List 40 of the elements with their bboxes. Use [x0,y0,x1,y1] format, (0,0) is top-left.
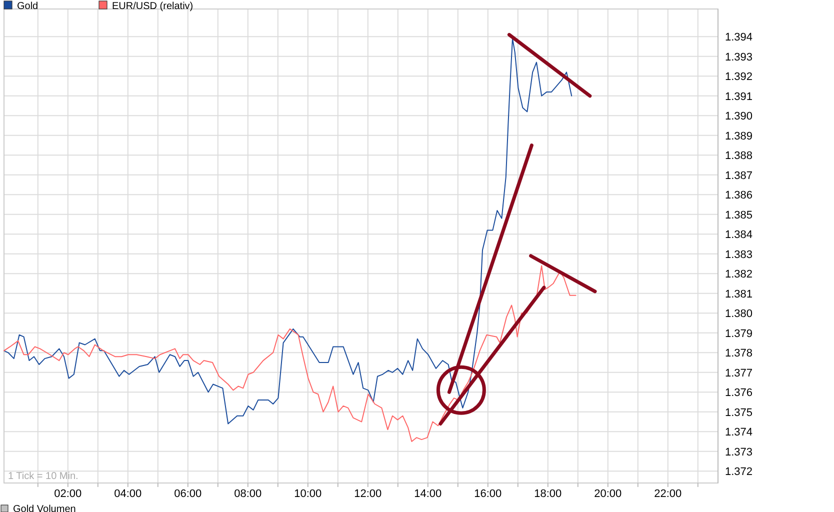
y-tick-label: 1.385 [725,209,753,222]
line-series [4,38,572,424]
x-tick-label: 08:00 [234,488,262,500]
x-tick-label: 20:00 [594,488,622,500]
y-tick-label: 1.374 [725,426,753,439]
y-tick-label: 1.377 [725,367,753,380]
x-tick-label: 14:00 [414,488,442,500]
y-tick-label: 1.388 [725,150,753,162]
annotation: 1 Tick = 10 Min. [8,471,78,482]
y-tick-label: 1.384 [725,229,753,242]
y-tick-label: 1.393 [725,51,753,64]
y-tick-label: 1.391 [725,90,753,103]
x-tick-label: 18:00 [534,488,562,500]
x-tick-label: 22:00 [654,488,682,500]
y-tick-label: 1.372 [725,466,753,478]
y-tick-label: 1.378 [725,348,753,360]
y-tick-label: 1.386 [725,190,753,202]
y-tick-label: 1.375 [725,406,753,419]
y-tick-label: 1.383 [725,248,753,261]
x-tick-label: 10:00 [294,488,322,500]
x-tick-label: 06:00 [174,488,202,500]
y-tick-label: 1.376 [725,387,753,400]
y-tick-label: 1.392 [725,71,753,84]
y-tick-label: 1.379 [725,328,753,340]
y-tick-label: 1.387 [725,170,753,182]
y-tick-label: 1.382 [725,268,753,281]
legend-label: EUR/USD (relativ) [112,1,194,12]
y-tick-label: 1.380 [725,308,753,320]
x-tick-label: 02:00 [54,488,82,500]
legend-label: Gold [17,1,38,12]
line-series [4,265,576,442]
x-tick-label: 16:00 [474,488,502,500]
y-tick-label: 1.389 [725,130,753,142]
x-tick-label: 12:00 [354,488,382,500]
y-tick-label: 1.394 [725,32,753,44]
text: Gold Volumen [13,504,76,512]
x-tick-label: 04:00 [114,488,142,500]
y-tick-label: 1.373 [725,446,753,458]
y-tick-label: 1.390 [725,110,753,123]
y-tick-label: 1.381 [725,288,753,300]
